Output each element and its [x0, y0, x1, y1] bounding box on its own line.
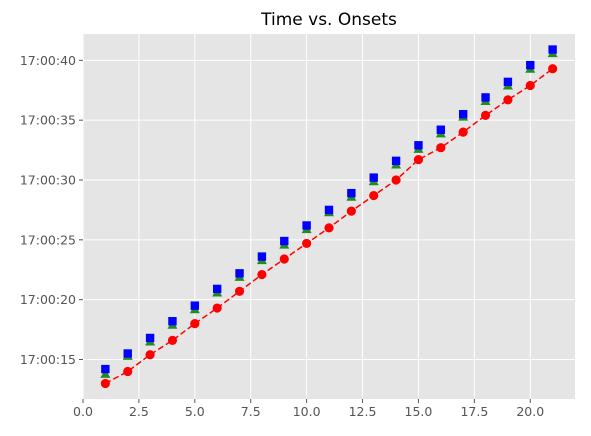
data-point [257, 252, 267, 261]
data-point [480, 110, 491, 120]
data-point [280, 236, 289, 246]
data-point [481, 93, 490, 102]
data-point [503, 77, 513, 87]
x-tick-label: 15.0 [405, 404, 433, 419]
data-point [369, 173, 378, 182]
data-point [190, 301, 200, 310]
x-tick-label: 0.0 [73, 404, 93, 419]
series-layer [100, 45, 558, 389]
y-tick-label: 17:00:25 [20, 232, 76, 247]
data-point [458, 109, 468, 119]
grid [82, 34, 575, 399]
y-tick-label: 17:00:30 [20, 173, 76, 188]
data-point [503, 95, 513, 105]
y-tick-label: 17:00:20 [20, 292, 76, 307]
data-point [145, 333, 155, 343]
data-point [235, 269, 244, 278]
data-point [123, 349, 132, 358]
data-point [548, 45, 557, 54]
data-point [324, 205, 334, 215]
x-tick-label: 12.5 [349, 404, 377, 419]
data-point [391, 156, 401, 166]
data-point [525, 80, 535, 91]
data-point [324, 223, 334, 233]
x-tick-label: 17.5 [460, 404, 488, 419]
series-1 [100, 64, 558, 389]
data-point [369, 190, 379, 201]
x-tick-label: 20.0 [516, 404, 544, 419]
data-point [414, 141, 423, 150]
data-point [100, 378, 110, 389]
x-tick-label: 10.0 [293, 404, 321, 419]
data-point [548, 64, 558, 74]
plot-area [83, 34, 575, 399]
data-point [101, 364, 110, 374]
data-point [212, 303, 222, 313]
data-point [212, 284, 222, 294]
data-point [347, 188, 356, 198]
series-3 [101, 45, 557, 374]
data-point [167, 335, 178, 345]
data-point [100, 368, 111, 378]
data-point [302, 221, 311, 230]
data-point [436, 143, 446, 153]
data-point [413, 155, 424, 165]
data-point [302, 238, 312, 249]
data-point [391, 175, 401, 185]
data-point [436, 125, 446, 134]
y-tick-label: 17:00:15 [20, 352, 76, 367]
data-point [279, 254, 289, 264]
y-tick-label: 17:00:35 [20, 113, 76, 128]
x-tick-label: 5.0 [185, 404, 205, 419]
data-point [168, 317, 177, 326]
data-point [458, 127, 468, 137]
y-tick-label: 17:00:40 [20, 53, 76, 68]
data-point [190, 319, 200, 329]
x-tick-label: 2.5 [129, 404, 149, 419]
data-point [123, 366, 133, 377]
data-point [526, 60, 535, 70]
data-point [145, 350, 155, 360]
axes: 0.0 2.5 5.0 7.5 10.0 12.5 15.0 17.5 20.0 17:00:15… [20, 53, 544, 419]
data-point [234, 286, 245, 296]
data-point [257, 269, 267, 280]
x-tick-label: 7.5 [241, 404, 261, 419]
chart-title: Time vs. Onsets [260, 10, 397, 30]
data-point [346, 206, 356, 216]
